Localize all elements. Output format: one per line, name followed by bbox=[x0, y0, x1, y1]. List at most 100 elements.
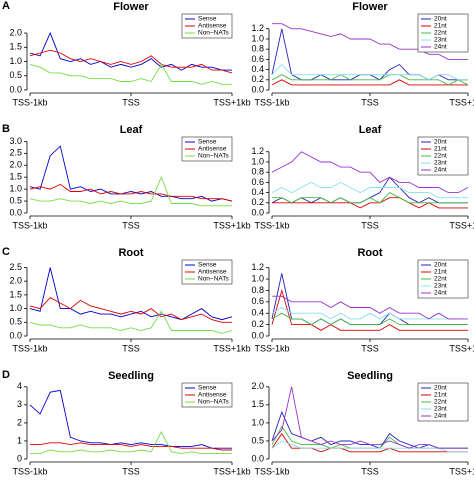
legend-label: 22nt bbox=[434, 399, 447, 406]
y-tick-label: 0.5 bbox=[9, 70, 22, 80]
y-tick-label: 1.5 bbox=[9, 289, 22, 299]
legend-label: 20nt bbox=[434, 16, 447, 23]
legend-label: Antisense bbox=[198, 392, 227, 399]
series-line bbox=[29, 310, 233, 334]
y-tick-label: 0.0 bbox=[9, 330, 22, 340]
y-tick-label: 2.0 bbox=[251, 381, 264, 391]
y-tick-label: 1.0 bbox=[251, 33, 264, 43]
y-tick-label: 4 bbox=[17, 381, 22, 391]
x-tick-label: TSS-1kb bbox=[254, 343, 289, 353]
y-tick-label: 0.0 bbox=[9, 84, 22, 94]
x-tick-label: TSS bbox=[361, 220, 379, 230]
y-tick-label: 0.0 bbox=[251, 207, 264, 217]
y-tick-label: 0.4 bbox=[251, 187, 264, 197]
x-tick-label: TSS-1kb bbox=[12, 343, 47, 353]
series-line bbox=[29, 389, 232, 449]
legend-label: 21nt bbox=[434, 392, 447, 399]
series-line bbox=[271, 74, 469, 86]
legend-label: Sense bbox=[198, 139, 217, 146]
series-line bbox=[29, 31, 232, 71]
x-tick-label: TSS-1kb bbox=[254, 466, 289, 476]
y-tick-label: 0.8 bbox=[251, 44, 264, 54]
x-tick-label: TSS+1kb bbox=[449, 466, 474, 476]
series-line bbox=[272, 23, 468, 60]
y-tick-label: 0.0 bbox=[9, 207, 22, 217]
legend-label: Non−NATs bbox=[198, 276, 230, 283]
series-line bbox=[271, 386, 468, 449]
legend-label: 22nt bbox=[434, 153, 447, 160]
legend-label: 23nt bbox=[434, 283, 447, 290]
series-line bbox=[271, 181, 468, 199]
series-line bbox=[271, 440, 468, 453]
legend-label: 23nt bbox=[434, 37, 447, 44]
series-line bbox=[29, 183, 233, 202]
y-tick-label: 1.5 bbox=[251, 399, 264, 409]
legend-label: Antisense bbox=[198, 23, 227, 30]
series-line bbox=[30, 442, 232, 451]
chart-title: Flower bbox=[113, 1, 149, 13]
y-tick-label: 1.2 bbox=[251, 146, 264, 156]
x-tick-label: TSS-1kb bbox=[12, 97, 47, 107]
legend-label: 20nt bbox=[434, 262, 447, 269]
x-tick-label: TSS-1kb bbox=[254, 220, 289, 230]
x-tick-label: TSS bbox=[122, 343, 140, 353]
y-tick-label: 1.0 bbox=[251, 417, 264, 427]
series-line bbox=[272, 295, 468, 320]
y-tick-label: 1.0 bbox=[9, 303, 22, 313]
x-tick-label: TSS bbox=[122, 220, 140, 230]
y-tick-label: 3.0 bbox=[9, 136, 22, 146]
y-tick-label: 0.4 bbox=[251, 308, 264, 318]
legend-label: Non−NATs bbox=[198, 30, 230, 37]
y-tick-label: 1.0 bbox=[9, 56, 22, 66]
y-tick-label: 0.2 bbox=[251, 319, 264, 329]
x-tick-label: TSS-1kb bbox=[254, 97, 289, 107]
y-tick-label: 2.5 bbox=[9, 148, 22, 158]
legend-label: Sense bbox=[198, 16, 217, 23]
y-tick-label: 1.5 bbox=[9, 172, 22, 182]
x-tick-label: TSS-1kb bbox=[12, 466, 47, 476]
y-tick-label: 2.0 bbox=[9, 276, 22, 286]
y-tick-label: 3 bbox=[17, 399, 22, 409]
legend-label: 22nt bbox=[434, 30, 447, 37]
y-tick-label: 0.8 bbox=[251, 285, 264, 295]
y-tick-label: 0.4 bbox=[251, 64, 264, 74]
series-line bbox=[272, 192, 468, 204]
y-tick-label: 0.6 bbox=[251, 54, 264, 64]
legend-label: 21nt bbox=[434, 269, 447, 276]
chart-title: Root bbox=[118, 247, 143, 259]
series-line bbox=[29, 175, 232, 207]
x-tick-label: TSS+1kb bbox=[213, 220, 250, 230]
series-line bbox=[29, 63, 232, 85]
y-tick-label: 0.8 bbox=[251, 167, 264, 177]
y-tick-label: 0.5 bbox=[9, 195, 22, 205]
y-tick-label: 2 bbox=[17, 417, 22, 427]
y-tick-label: 0.5 bbox=[251, 435, 264, 445]
y-tick-label: 0.0 bbox=[251, 84, 264, 94]
x-tick-label: TSS+1kb bbox=[213, 343, 250, 353]
legend-label: Non−NATs bbox=[198, 153, 230, 160]
y-tick-label: 0 bbox=[17, 453, 22, 463]
y-tick-label: 1.0 bbox=[9, 184, 22, 194]
panel-label: B bbox=[2, 123, 10, 135]
y-tick-label: 1.2 bbox=[251, 23, 264, 33]
chart-title: Seedling bbox=[347, 370, 393, 382]
y-tick-label: 0.2 bbox=[251, 74, 264, 84]
legend-label: 21nt bbox=[434, 23, 447, 30]
legend-label: 20nt bbox=[434, 139, 447, 146]
legend-label: 24nt bbox=[434, 167, 447, 174]
legend-box bbox=[417, 259, 469, 299]
legend-label: 24nt bbox=[434, 44, 447, 51]
legend-label: 24nt bbox=[434, 290, 447, 297]
x-tick-label: TSS bbox=[361, 343, 379, 353]
panel-label: C bbox=[2, 246, 10, 258]
chart-title: Root bbox=[357, 247, 382, 259]
x-tick-label: TSS bbox=[122, 97, 140, 107]
chart-title: Seedling bbox=[108, 370, 154, 382]
y-tick-label: 0.5 bbox=[9, 317, 22, 327]
legend-label: 20nt bbox=[434, 385, 447, 392]
legend-label: 21nt bbox=[434, 146, 447, 153]
series-line bbox=[272, 197, 468, 209]
series-line bbox=[271, 151, 469, 194]
y-tick-label: 0.0 bbox=[251, 330, 264, 340]
